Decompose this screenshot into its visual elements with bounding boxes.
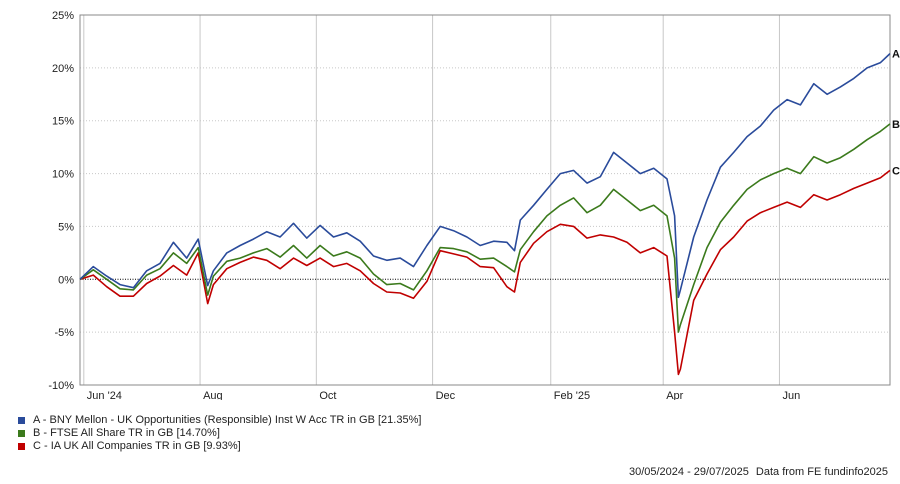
x-tick-label: Dec — [436, 390, 456, 400]
series-line-c — [79, 169, 891, 376]
y-tick-label: 5% — [58, 221, 74, 233]
legend-item-b: B - FTSE All Share TR in GB [14.70%] — [18, 427, 421, 440]
y-tick-label: 20% — [52, 63, 74, 75]
x-tick-label: Aug — [203, 390, 223, 400]
legend-swatch-c — [18, 443, 25, 450]
date-range-text: 30/05/2024 - 29/07/2025 — [628, 466, 749, 478]
y-tick-label: 0% — [58, 274, 74, 286]
chart-legend: A - BNY Mellon - UK Opportunities (Respo… — [18, 414, 421, 453]
plot-frame — [79, 14, 891, 386]
x-tick-label: Jun '24 — [87, 390, 122, 400]
y-tick-label: 10% — [52, 169, 74, 181]
series-end-label-b: B — [892, 119, 900, 131]
legend-label-a: A - BNY Mellon - UK Opportunities (Respo… — [33, 414, 422, 426]
series-line-b — [79, 123, 891, 333]
x-tick-label: Feb '25 — [554, 390, 590, 400]
x-tick-label: Jun — [782, 390, 800, 400]
legend-item-c: C - IA UK All Companies TR in GB [9.93%] — [18, 440, 421, 453]
x-tick-label: Apr — [666, 390, 683, 400]
source-text: Data from FE fundinfo2025 — [755, 466, 888, 478]
legend-swatch-b — [18, 430, 25, 437]
y-tick-label: -10% — [48, 380, 74, 392]
series-end-label-c: C — [892, 165, 900, 177]
y-tick-label: -5% — [54, 327, 74, 339]
y-tick-label: 25% — [52, 10, 74, 22]
performance-chart: 25% 20% 15% 10% 5% 0% -5% -10% Jun '24 Aug Oct Dec F… — [48, 10, 900, 400]
series-end-label-a: A — [892, 49, 900, 61]
chart-svg: 25% 20% 15% 10% 5% 0% -5% -10% Jun '24 Aug Oct Dec F… — [48, 10, 900, 400]
legend-item-a: A - BNY Mellon - UK Opportunities (Respo… — [18, 414, 421, 427]
legend-swatch-a — [18, 417, 25, 424]
series-line-a — [79, 53, 891, 299]
legend-label-c: C - IA UK All Companies TR in GB [9.93%] — [33, 440, 241, 452]
x-tick-label: Oct — [319, 390, 336, 400]
legend-label-b: B - FTSE All Share TR in GB [14.70%] — [33, 427, 220, 439]
y-tick-label: 15% — [52, 116, 74, 128]
chart-footer: 30/05/2024 - 29/07/2025 Data from FE fun… — [629, 466, 888, 478]
